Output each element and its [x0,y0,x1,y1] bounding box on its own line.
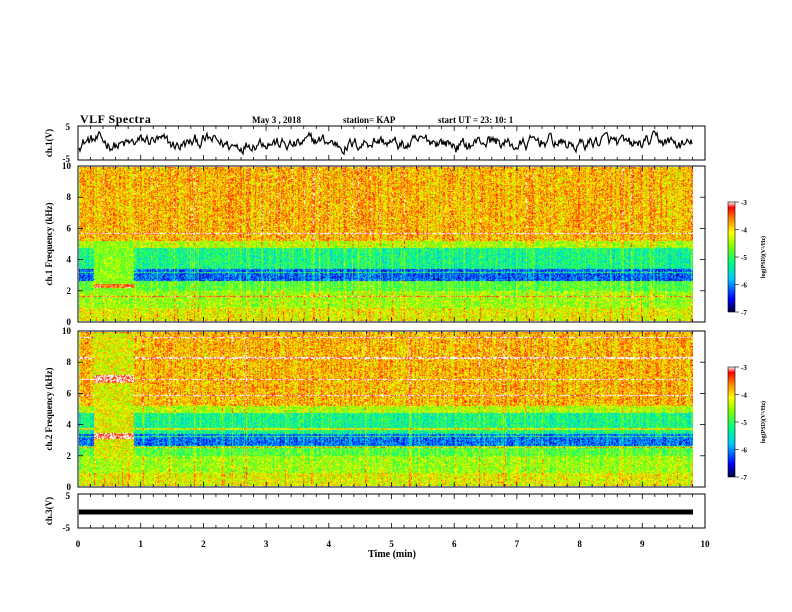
ch2-spectrogram-xticks [77,331,706,487]
ch1-ytick-top: 5 [66,122,71,132]
ch1-colorbar-tick-label: -3 [741,199,747,207]
ch2-spec-ytick-label: 0 [67,482,72,492]
ch1-spec-ytick-label: 6 [67,223,72,233]
ch2-spec-ytick-label: 8 [67,357,72,367]
ch1-spectrogram-panel: 0 2 4 6 8 10 ch.1 Frequency (kHz) [44,161,706,327]
ch1-colorbar-tick-label: -5 [741,254,747,262]
ch2-colorbar-label: log(PSD)(V²/Hz) [760,401,767,443]
time-tick-label: 5 [389,539,394,549]
time-axis-label: Time (min) [368,549,416,560]
time-axis-tick-labels: 0 1 2 3 4 5 6 7 8 9 10 [76,539,710,549]
time-tick-label: 2 [201,539,206,549]
ch1-spectrogram-xticks [77,166,706,322]
ch2-spectrogram-ylabel: ch.2 Frequency (kHz) [44,367,54,450]
ch1-colorbar-ticks: -3 -4 -5 -6 -7 [735,199,747,317]
ch1-waveform-trace [78,130,693,156]
ch1-colorbar: -3 -4 -5 -6 -7 log(PSD)(V²/Hz) [727,199,767,317]
ch3-ytick-bottom: -5 [63,523,71,533]
ch1-colorbar-scale [727,201,736,313]
ch1-xticks [77,126,706,160]
ch3-waveform-panel: 5 -5 ch.3(V) [44,491,706,533]
ch1-colorbar-label: log(PSD)(V²/Hz) [760,236,767,278]
ch2-colorbar: -3 -4 -5 -6 -7 log(PSD)(V²/Hz) [727,364,767,482]
ch1-colorbar-tick-label: -4 [741,227,747,235]
ch1-spectrogram-ylabel: ch.1 Frequency (kHz) [44,202,54,285]
ch3-ytick-top: 5 [66,491,71,501]
ch2-spec-ytick-label: 6 [67,388,72,398]
ch1-spec-ytick-label: 4 [67,255,72,265]
ch2-colorbar-tick-label: -3 [741,364,747,372]
date-label: May 3 , 2018 [252,115,301,125]
ch1-spec-ytick-label: 2 [67,286,72,296]
ch2-spectrogram-yticks: 0 2 4 6 8 10 [62,326,705,492]
ch2-colorbar-tick-label: -5 [741,419,747,427]
time-tick-label: 0 [76,539,81,549]
ch2-colorbar-tick-label: -6 [741,447,747,455]
ch2-spec-ytick-label: 4 [67,420,72,430]
ch2-colorbar-ticks: -3 -4 -5 -6 -7 [735,364,747,482]
time-tick-label: 3 [264,539,269,549]
time-tick-label: 10 [701,539,711,549]
ch1-waveform-frame [77,125,706,161]
ch3-xticks [77,494,706,528]
ch2-spectrogram-image [79,332,693,486]
ch2-colorbar-tick-label: -4 [741,392,747,400]
ch1-ylabel: ch.1(V) [44,129,54,157]
ch3-ylabel: ch.3(V) [44,497,54,525]
ch1-spectrogram-image [79,167,693,321]
ch1-spec-ytick-label: 0 [67,317,72,327]
time-tick-label: 8 [577,539,582,549]
start-time-label: start UT = 23: 10: 1 [438,115,514,125]
figure-title: VLF Spectra [80,112,152,126]
ch1-spectrogram-yticks: 0 2 4 6 8 10 [62,161,705,327]
ch1-ytick-bottom: -5 [63,154,71,164]
time-tick-label: 6 [452,539,457,549]
ch2-colorbar-scale [727,366,736,478]
ch1-spec-ytick-label: 10 [62,161,72,171]
ch2-spectrogram-panel: 0 2 4 6 8 10 ch.2 Frequency (kHz) [44,326,706,492]
ch1-colorbar-tick-label: -6 [741,282,747,290]
ch1-colorbar-tick-label: -7 [741,309,747,317]
ch2-spec-ytick-label: 2 [67,451,72,461]
ch1-waveform-panel: 5 -5 ch.1(V) [44,122,706,164]
ch1-spec-ytick-label: 8 [67,192,72,202]
time-tick-label: 9 [640,539,645,549]
ch2-colorbar-tick-label: -7 [741,474,747,482]
time-tick-label: 4 [327,539,332,549]
ch2-spec-ytick-label: 10 [62,326,72,336]
time-tick-label: 7 [515,539,520,549]
station-label: station= KAP [343,115,396,125]
time-tick-label: 1 [138,539,143,549]
